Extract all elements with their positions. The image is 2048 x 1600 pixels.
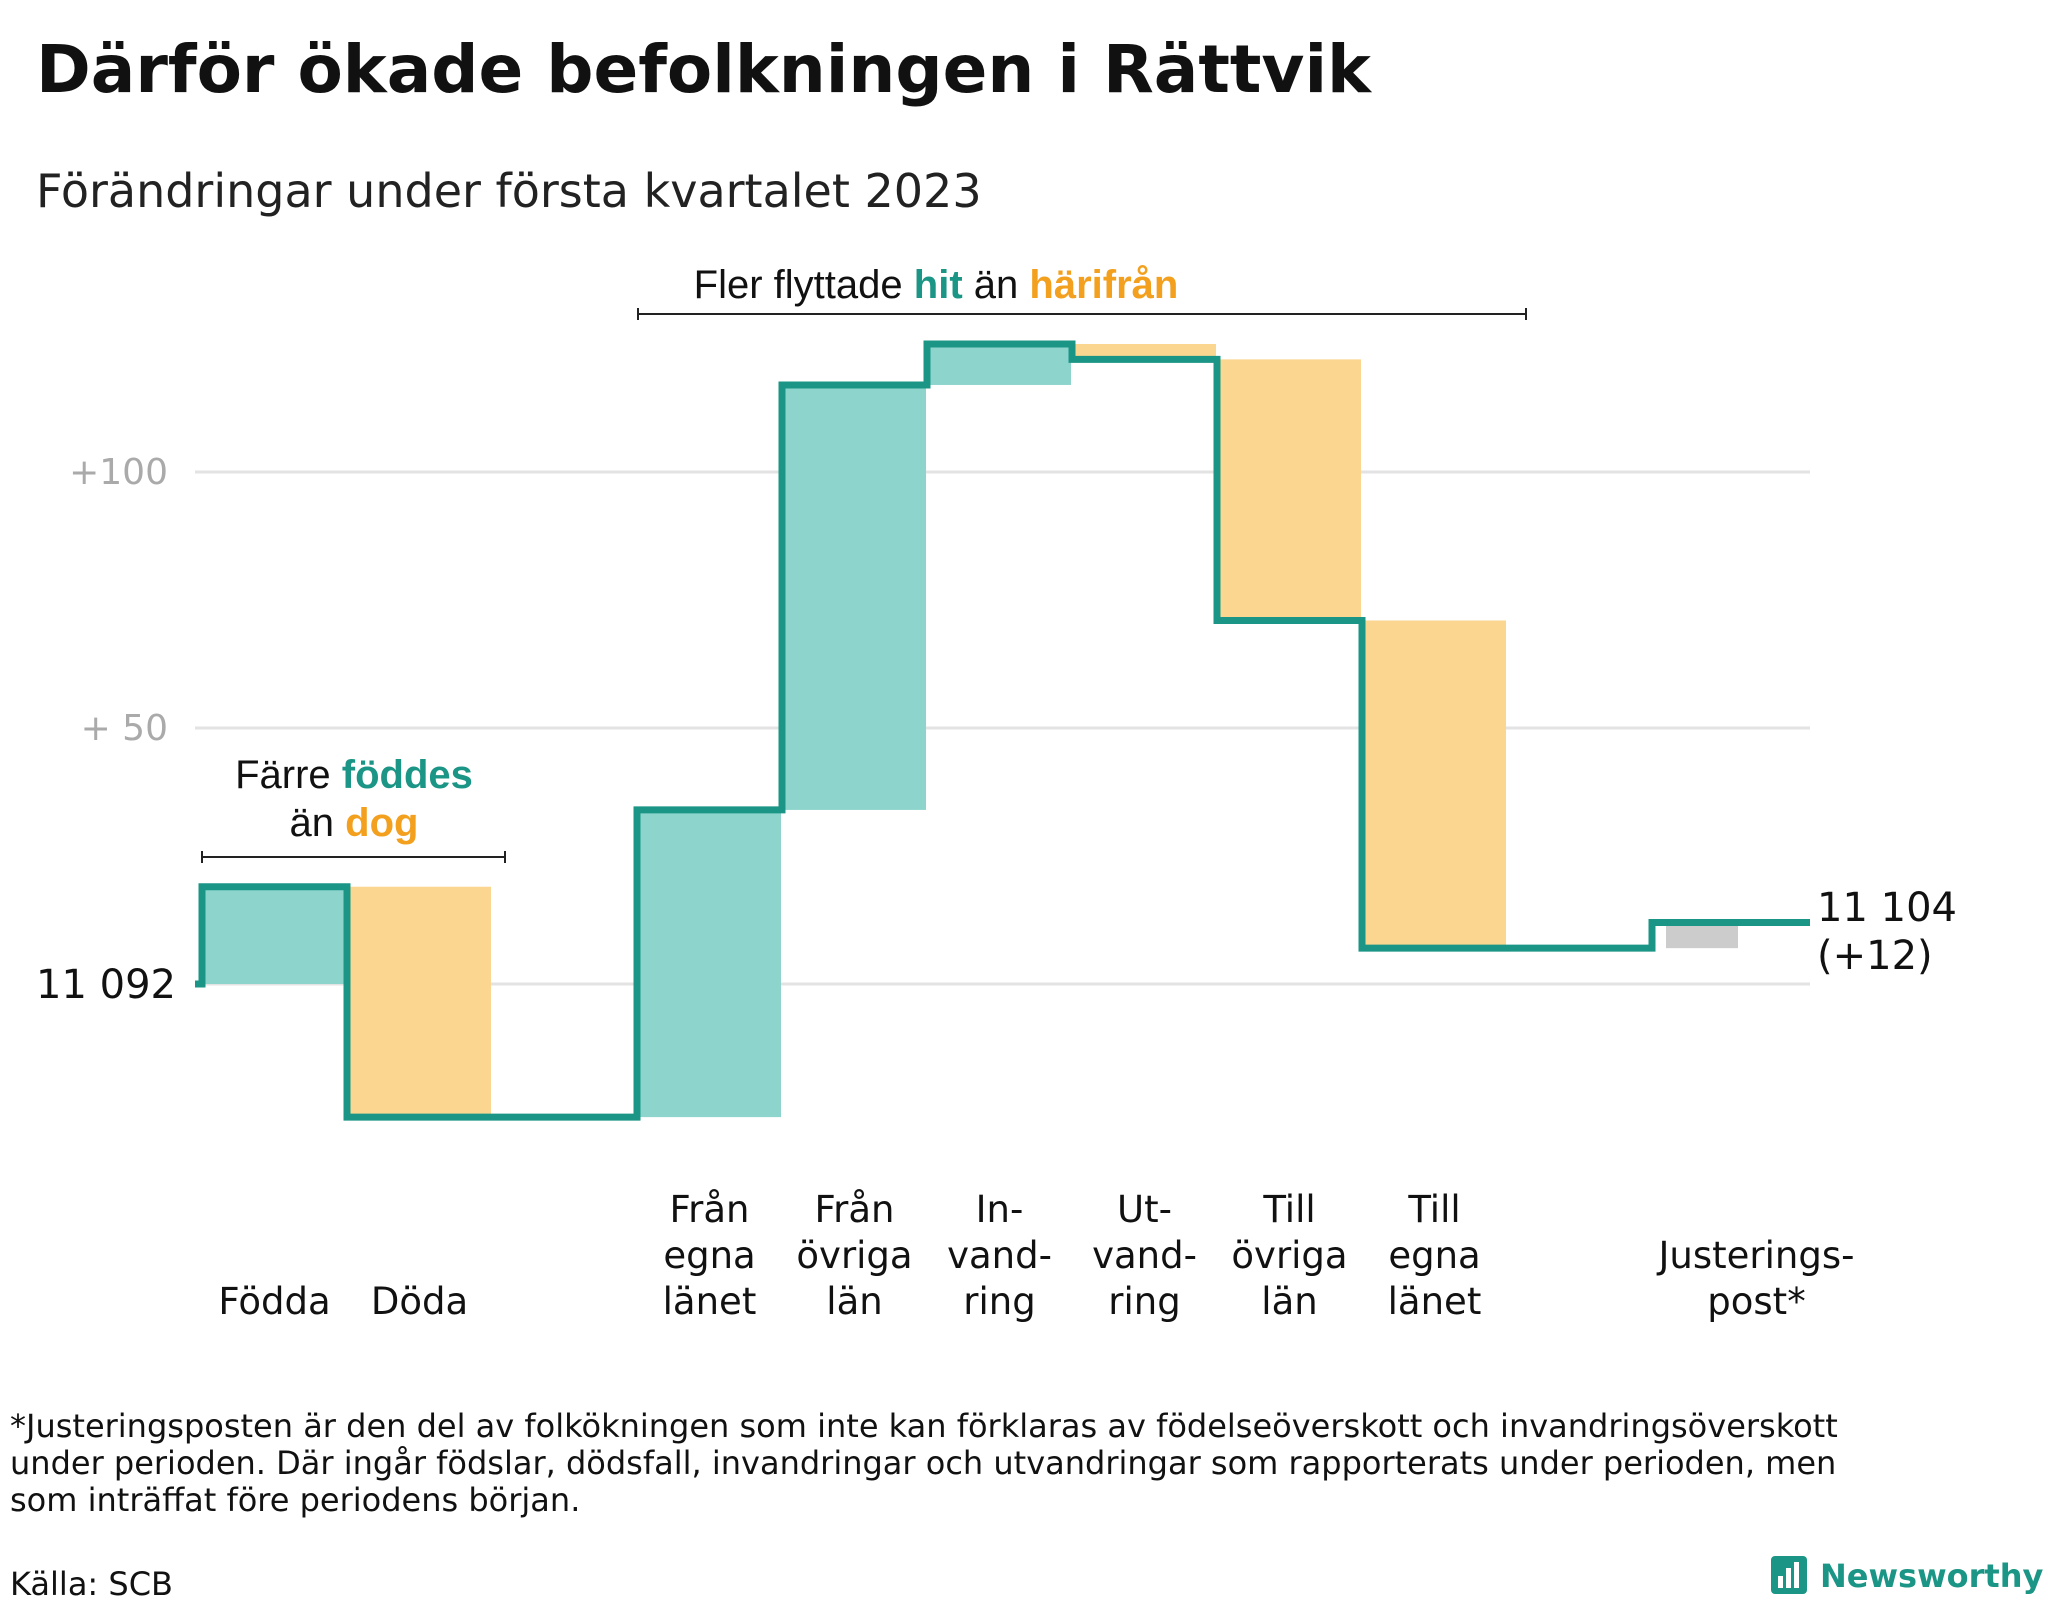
category-label: vand-: [947, 1234, 1052, 1277]
deaths-highlight: dog: [345, 801, 418, 845]
bar: [928, 344, 1071, 385]
footnote-line-3: som inträffat före periodens början.: [10, 1481, 580, 1519]
bar: [1363, 620, 1506, 949]
chart-subtitle: Förändringar under första kvartalet 2023: [36, 164, 982, 218]
step-line-group: [195, 340, 1810, 1121]
category-label: övriga: [1231, 1234, 1347, 1277]
footnote-line-2: under perioden. Där ingår födslar, dödsf…: [10, 1444, 1836, 1482]
category-label: Till: [1262, 1188, 1315, 1231]
category-label: vand-: [1092, 1234, 1197, 1277]
category-label: Födda: [218, 1280, 330, 1323]
category-label: länet: [1388, 1280, 1482, 1323]
category-label: Döda: [371, 1280, 468, 1323]
migration-harifran: härifrån: [1029, 263, 1178, 307]
newsworthy-logo-icon: [1771, 1556, 1807, 1594]
category-label: post*: [1707, 1280, 1805, 1323]
chart-title: Därför ökade befolkningen i Rättvik: [36, 31, 1373, 108]
footnote-line-1: *Justeringsposten är den del av folkökni…: [10, 1407, 1838, 1445]
births-bracket: [201, 851, 506, 863]
migration-mid: än: [974, 263, 1019, 307]
category-label: egna: [1388, 1234, 1480, 1277]
bar: [1218, 359, 1361, 621]
category-label: övriga: [796, 1234, 912, 1277]
category-label: Från: [670, 1188, 750, 1231]
migration-bracket: [637, 308, 1527, 320]
migration-annotation: Fler flyttade hit än härifrån: [694, 263, 1179, 307]
y-tick-label: + 50: [81, 708, 168, 749]
bar: [638, 809, 781, 1118]
brand-name: Newsworthy: [1820, 1557, 2044, 1595]
bar: [1666, 922, 1738, 949]
end-change-label: (+12): [1817, 933, 1933, 979]
start-value-label: 11 092: [36, 962, 176, 1008]
births-prefix: Färre: [235, 753, 331, 797]
bars: [203, 344, 1738, 1118]
category-label: ring: [1108, 1280, 1180, 1323]
category-label: Ut-: [1117, 1188, 1172, 1231]
bar: [1073, 344, 1216, 360]
bar: [783, 384, 926, 810]
births-annotation-line1: Färre föddes: [235, 753, 473, 797]
category-label: egna: [663, 1234, 755, 1277]
births-highlight: föddes: [342, 753, 473, 797]
deaths-prefix: än: [290, 801, 335, 845]
category-label: In-: [976, 1188, 1024, 1231]
migration-hit: hit: [914, 263, 963, 307]
category-label: Till: [1407, 1188, 1460, 1231]
step-line: [195, 340, 1810, 1121]
category-labels: Födda DödaFrånegnalänetFrånövrigalänIn-va…: [218, 1188, 1854, 1323]
end-value-label: 11 104: [1817, 885, 1957, 931]
births-annotation-line2: än dog: [290, 801, 419, 845]
category-label: län: [826, 1280, 882, 1323]
category-label: länet: [663, 1280, 757, 1323]
category-label: Från: [815, 1188, 895, 1231]
migration-prefix: Fler flyttade: [694, 263, 903, 307]
category-label: län: [1261, 1280, 1317, 1323]
source: Källa: SCB: [10, 1565, 173, 1600]
category-label: Justerings-: [1657, 1234, 1855, 1277]
bar: [348, 886, 491, 1118]
gridlines: +100 + 50: [69, 452, 1810, 986]
category-label: ring: [963, 1280, 1035, 1323]
y-tick-label: +100: [69, 452, 168, 493]
bar: [203, 886, 346, 984]
